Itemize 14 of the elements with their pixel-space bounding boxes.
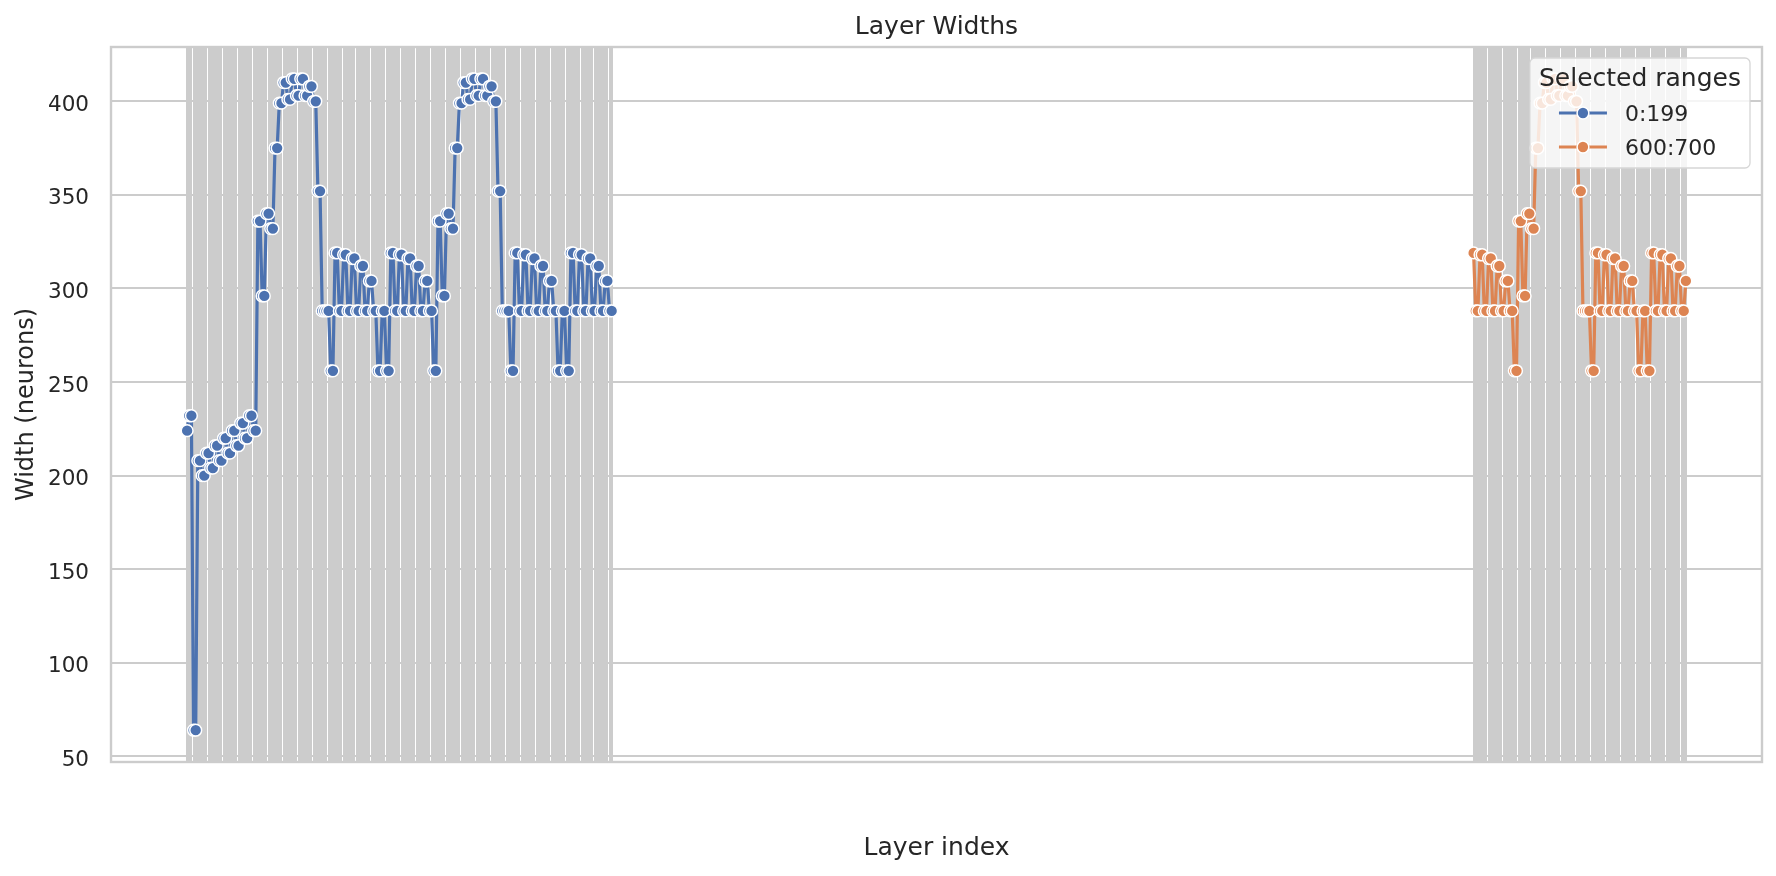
- y-tick-label: 300: [47, 277, 89, 303]
- chart-title: Layer Widths: [854, 11, 1019, 40]
- legend-title: Selected ranges: [1538, 63, 1741, 92]
- y-tick-label: 100: [47, 651, 89, 677]
- x-axis-title: Layer index: [863, 832, 1010, 861]
- legend-label: 600:700: [1624, 134, 1717, 160]
- y-tick-label: 200: [47, 464, 89, 490]
- y-tick-label: 50: [61, 745, 89, 771]
- y-axis-title: Width (neurons): [11, 307, 39, 502]
- y-tick-label: 250: [47, 371, 89, 397]
- y-tick-label: 400: [47, 90, 89, 116]
- legend-label: 0:199: [1624, 100, 1689, 126]
- y-tick-label: 350: [47, 183, 89, 209]
- y-tick-label: 150: [47, 558, 89, 584]
